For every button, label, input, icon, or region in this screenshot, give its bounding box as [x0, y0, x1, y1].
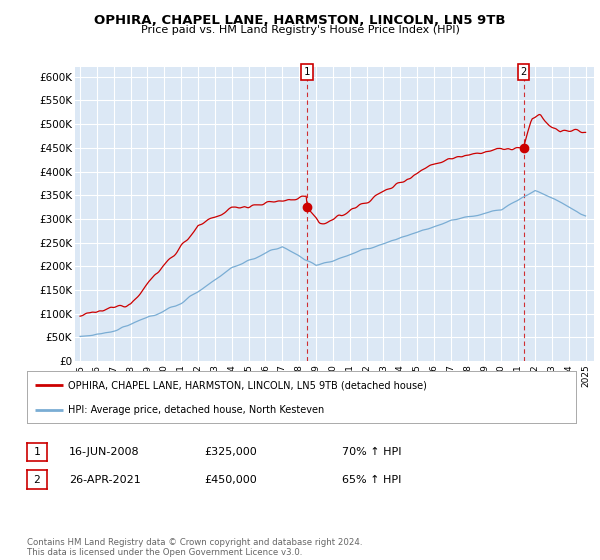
- Text: Price paid vs. HM Land Registry's House Price Index (HPI): Price paid vs. HM Land Registry's House …: [140, 25, 460, 35]
- Text: 70% ↑ HPI: 70% ↑ HPI: [342, 447, 401, 458]
- Text: Contains HM Land Registry data © Crown copyright and database right 2024.
This d: Contains HM Land Registry data © Crown c…: [27, 538, 362, 557]
- Text: OPHIRA, CHAPEL LANE, HARMSTON, LINCOLN, LN5 9TB: OPHIRA, CHAPEL LANE, HARMSTON, LINCOLN, …: [94, 14, 506, 27]
- Text: 65% ↑ HPI: 65% ↑ HPI: [342, 475, 401, 485]
- Text: 1: 1: [304, 67, 310, 77]
- Text: 2: 2: [34, 475, 40, 484]
- Text: OPHIRA, CHAPEL LANE, HARMSTON, LINCOLN, LN5 9TB (detached house): OPHIRA, CHAPEL LANE, HARMSTON, LINCOLN, …: [68, 380, 427, 390]
- Text: 16-JUN-2008: 16-JUN-2008: [69, 447, 140, 458]
- Text: £450,000: £450,000: [204, 475, 257, 485]
- Text: 1: 1: [34, 447, 40, 457]
- Text: £325,000: £325,000: [204, 447, 257, 458]
- Text: 2: 2: [520, 67, 527, 77]
- Text: 26-APR-2021: 26-APR-2021: [69, 475, 141, 485]
- Text: HPI: Average price, detached house, North Kesteven: HPI: Average price, detached house, Nort…: [68, 405, 325, 415]
